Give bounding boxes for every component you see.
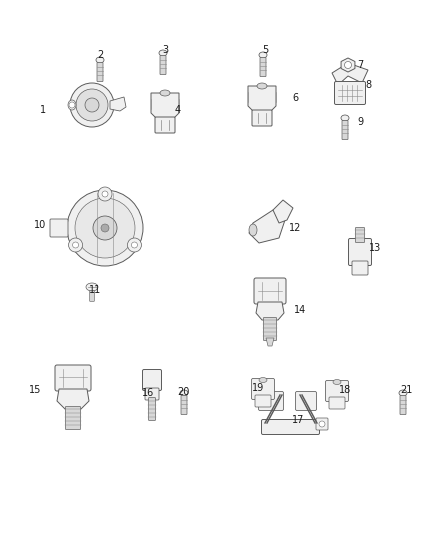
FancyBboxPatch shape xyxy=(261,419,319,434)
Circle shape xyxy=(131,242,138,248)
FancyBboxPatch shape xyxy=(142,369,162,391)
FancyBboxPatch shape xyxy=(90,290,94,301)
Circle shape xyxy=(93,216,117,240)
FancyBboxPatch shape xyxy=(316,418,328,430)
Polygon shape xyxy=(273,200,293,223)
FancyBboxPatch shape xyxy=(329,397,345,409)
Text: 8: 8 xyxy=(365,80,371,90)
Circle shape xyxy=(76,89,108,121)
Polygon shape xyxy=(341,58,355,72)
Text: 11: 11 xyxy=(89,285,101,295)
Polygon shape xyxy=(248,86,276,112)
Ellipse shape xyxy=(96,57,104,63)
FancyBboxPatch shape xyxy=(342,120,348,140)
Circle shape xyxy=(67,190,143,266)
FancyBboxPatch shape xyxy=(258,392,283,410)
Polygon shape xyxy=(332,63,368,85)
Circle shape xyxy=(69,102,75,108)
Ellipse shape xyxy=(249,224,257,236)
FancyBboxPatch shape xyxy=(181,395,187,415)
Circle shape xyxy=(98,187,112,201)
Text: 6: 6 xyxy=(292,93,298,103)
Circle shape xyxy=(345,61,352,69)
FancyBboxPatch shape xyxy=(356,228,364,243)
Circle shape xyxy=(127,238,141,252)
FancyBboxPatch shape xyxy=(148,398,155,421)
Polygon shape xyxy=(151,93,179,119)
Text: 19: 19 xyxy=(252,383,264,393)
Ellipse shape xyxy=(160,90,170,96)
Polygon shape xyxy=(110,97,126,111)
Polygon shape xyxy=(266,338,274,346)
FancyBboxPatch shape xyxy=(255,395,271,407)
FancyBboxPatch shape xyxy=(155,117,175,133)
Text: 20: 20 xyxy=(177,387,189,397)
Circle shape xyxy=(73,242,78,248)
FancyBboxPatch shape xyxy=(252,110,272,126)
Ellipse shape xyxy=(259,52,267,58)
Circle shape xyxy=(102,191,108,197)
Circle shape xyxy=(319,421,325,427)
Text: 4: 4 xyxy=(175,105,181,115)
Circle shape xyxy=(85,98,99,112)
FancyBboxPatch shape xyxy=(254,278,286,304)
Text: 2: 2 xyxy=(97,50,103,60)
Text: 18: 18 xyxy=(339,385,351,395)
Text: 21: 21 xyxy=(400,385,412,395)
Circle shape xyxy=(75,198,135,258)
Text: 9: 9 xyxy=(357,117,363,127)
Circle shape xyxy=(70,83,114,127)
Ellipse shape xyxy=(68,100,76,110)
Ellipse shape xyxy=(257,83,267,89)
FancyBboxPatch shape xyxy=(335,82,365,104)
Ellipse shape xyxy=(180,390,188,396)
Text: 1: 1 xyxy=(40,105,46,115)
Text: 15: 15 xyxy=(29,385,41,395)
FancyBboxPatch shape xyxy=(260,58,266,77)
FancyBboxPatch shape xyxy=(97,62,103,82)
Text: 3: 3 xyxy=(162,45,168,55)
Text: 12: 12 xyxy=(289,223,301,233)
Text: 16: 16 xyxy=(142,388,154,398)
Ellipse shape xyxy=(159,50,167,56)
Ellipse shape xyxy=(399,390,407,396)
Ellipse shape xyxy=(259,377,267,383)
FancyBboxPatch shape xyxy=(251,378,275,400)
FancyBboxPatch shape xyxy=(349,238,371,265)
FancyBboxPatch shape xyxy=(352,261,368,275)
Text: 5: 5 xyxy=(262,45,268,55)
Polygon shape xyxy=(57,389,89,409)
FancyBboxPatch shape xyxy=(160,55,166,75)
FancyBboxPatch shape xyxy=(325,381,349,401)
FancyBboxPatch shape xyxy=(264,318,276,341)
Polygon shape xyxy=(256,302,284,320)
Circle shape xyxy=(101,224,109,232)
Polygon shape xyxy=(249,210,285,243)
FancyBboxPatch shape xyxy=(145,388,159,400)
FancyBboxPatch shape xyxy=(66,407,81,430)
Ellipse shape xyxy=(333,379,341,384)
Ellipse shape xyxy=(86,283,98,291)
Circle shape xyxy=(69,238,82,252)
Text: 13: 13 xyxy=(369,243,381,253)
Text: 17: 17 xyxy=(292,415,304,425)
FancyBboxPatch shape xyxy=(50,219,68,237)
FancyBboxPatch shape xyxy=(400,395,406,415)
Ellipse shape xyxy=(341,115,349,121)
Text: 10: 10 xyxy=(34,220,46,230)
Text: 7: 7 xyxy=(357,60,363,70)
FancyBboxPatch shape xyxy=(296,392,317,410)
Text: 14: 14 xyxy=(294,305,306,315)
FancyBboxPatch shape xyxy=(55,365,91,391)
